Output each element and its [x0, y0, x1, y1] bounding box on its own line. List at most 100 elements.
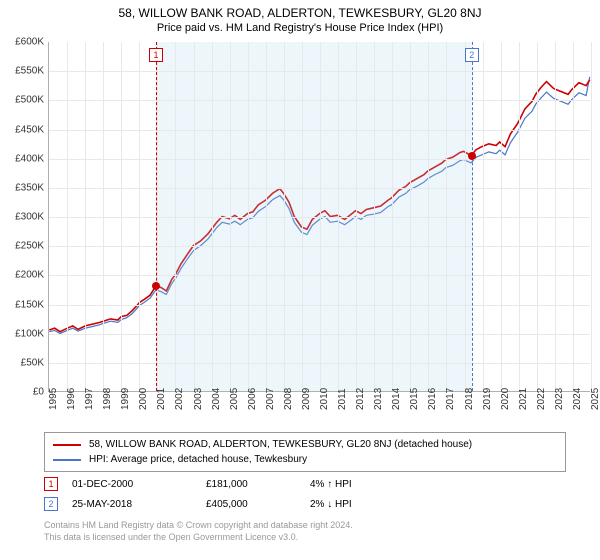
legend-swatch	[53, 444, 81, 446]
gridline-v	[175, 42, 176, 391]
legend-swatch	[53, 459, 81, 461]
gridline-v	[555, 42, 556, 391]
sales-price: £405,000	[206, 499, 296, 510]
y-axis-label: £600K	[15, 37, 44, 48]
legend-label: HPI: Average price, detached house, Tewk…	[89, 454, 307, 465]
marker-dot	[152, 282, 160, 290]
x-axis-label: 2006	[247, 388, 258, 410]
legend-row: HPI: Average price, detached house, Tewk…	[53, 452, 557, 467]
x-axis-label: 2000	[138, 388, 149, 410]
marker-line	[156, 42, 157, 391]
gridline-v	[320, 42, 321, 391]
x-axis-label: 2004	[211, 388, 222, 410]
gridline-v	[573, 42, 574, 391]
sales-delta: 2% ↓ HPI	[310, 499, 400, 510]
gridline-v	[501, 42, 502, 391]
x-axis-label: 2019	[482, 388, 493, 410]
legend-box: 58, WILLOW BANK ROAD, ALDERTON, TEWKESBU…	[44, 432, 566, 472]
chart-subtitle: Price paid vs. HM Land Registry's House …	[0, 20, 600, 34]
x-axis-label: 2013	[373, 388, 384, 410]
marker-box: 2	[465, 48, 479, 62]
x-axis-label: 2003	[193, 388, 204, 410]
chart-container: 58, WILLOW BANK ROAD, ALDERTON, TEWKESBU…	[0, 0, 600, 560]
gridline-v	[483, 42, 484, 391]
gridline-v	[157, 42, 158, 391]
x-axis-label: 2010	[319, 388, 330, 410]
x-axis-label: 2017	[445, 388, 456, 410]
gridline-v	[519, 42, 520, 391]
gridline-v	[85, 42, 86, 391]
x-axis-label: 2025	[590, 388, 600, 410]
gridline-v	[446, 42, 447, 391]
y-axis-label: £450K	[15, 124, 44, 135]
sales-price: £181,000	[206, 479, 296, 490]
x-axis-label: 2020	[500, 388, 511, 410]
y-axis-label: £550K	[15, 66, 44, 77]
y-axis-label: £200K	[15, 270, 44, 281]
y-axis-label: £300K	[15, 212, 44, 223]
x-axis-label: 2015	[409, 388, 420, 410]
gridline-v	[248, 42, 249, 391]
sales-delta: 4% ↑ HPI	[310, 479, 400, 490]
gridline-v	[410, 42, 411, 391]
x-axis-label: 2005	[229, 388, 240, 410]
legend-label: 58, WILLOW BANK ROAD, ALDERTON, TEWKESBU…	[89, 439, 472, 450]
gridline-v	[284, 42, 285, 391]
x-axis-label: 2021	[518, 388, 529, 410]
marker-dot	[468, 152, 476, 160]
gridline-v	[121, 42, 122, 391]
gridline-v	[139, 42, 140, 391]
x-axis-label: 1995	[48, 388, 59, 410]
plot-area: 12	[48, 42, 590, 392]
x-axis-label: 2016	[427, 388, 438, 410]
x-axis-label: 2002	[174, 388, 185, 410]
sales-table: 101-DEC-2000£181,0004% ↑ HPI225-MAY-2018…	[44, 474, 566, 514]
gridline-v	[392, 42, 393, 391]
gridline-v	[428, 42, 429, 391]
sales-marker: 1	[44, 477, 58, 491]
x-axis-label: 2007	[265, 388, 276, 410]
gridline-v	[302, 42, 303, 391]
footer-line2: This data is licensed under the Open Gov…	[44, 532, 566, 544]
y-axis-label: £100K	[15, 328, 44, 339]
x-axis-label: 2024	[572, 388, 583, 410]
gridline-v	[356, 42, 357, 391]
y-axis-label: £150K	[15, 299, 44, 310]
x-axis-label: 2012	[355, 388, 366, 410]
footer-attribution: Contains HM Land Registry data © Crown c…	[44, 520, 566, 543]
gridline-v	[266, 42, 267, 391]
chart-area: 12 £0£50K£100K£150K£200K£250K£300K£350K£…	[0, 42, 600, 412]
y-axis-label: £500K	[15, 95, 44, 106]
y-axis-label: £0	[33, 387, 44, 398]
gridline-v	[537, 42, 538, 391]
gridline-v	[212, 42, 213, 391]
sales-row: 225-MAY-2018£405,0002% ↓ HPI	[44, 494, 566, 514]
sales-date: 25-MAY-2018	[72, 499, 192, 510]
x-axis-label: 2009	[301, 388, 312, 410]
chart-title: 58, WILLOW BANK ROAD, ALDERTON, TEWKESBU…	[0, 0, 600, 20]
x-axis-label: 1997	[84, 388, 95, 410]
gridline-v	[591, 42, 592, 391]
marker-box: 1	[149, 48, 163, 62]
y-axis-label: £250K	[15, 241, 44, 252]
x-axis-label: 2018	[464, 388, 475, 410]
sales-row: 1 01-DEC-2000 £181,000 4% ↑ HPI	[44, 474, 566, 494]
x-axis-label: 2001	[156, 388, 167, 410]
legend-row: 58, WILLOW BANK ROAD, ALDERTON, TEWKESBU…	[53, 437, 557, 452]
y-axis-label: £350K	[15, 182, 44, 193]
sales-date: 01-DEC-2000	[72, 479, 192, 490]
footer-line1: Contains HM Land Registry data © Crown c…	[44, 520, 566, 532]
x-axis-label: 1998	[102, 388, 113, 410]
x-axis-label: 2008	[283, 388, 294, 410]
gridline-v	[194, 42, 195, 391]
x-axis-label: 2014	[391, 388, 402, 410]
x-axis-label: 2023	[554, 388, 565, 410]
gridline-v	[103, 42, 104, 391]
x-axis-label: 2022	[536, 388, 547, 410]
x-axis-label: 1996	[66, 388, 77, 410]
gridline-v	[230, 42, 231, 391]
gridline-v	[465, 42, 466, 391]
x-axis-label: 2011	[337, 388, 348, 410]
gridline-v	[338, 42, 339, 391]
gridline-v	[374, 42, 375, 391]
